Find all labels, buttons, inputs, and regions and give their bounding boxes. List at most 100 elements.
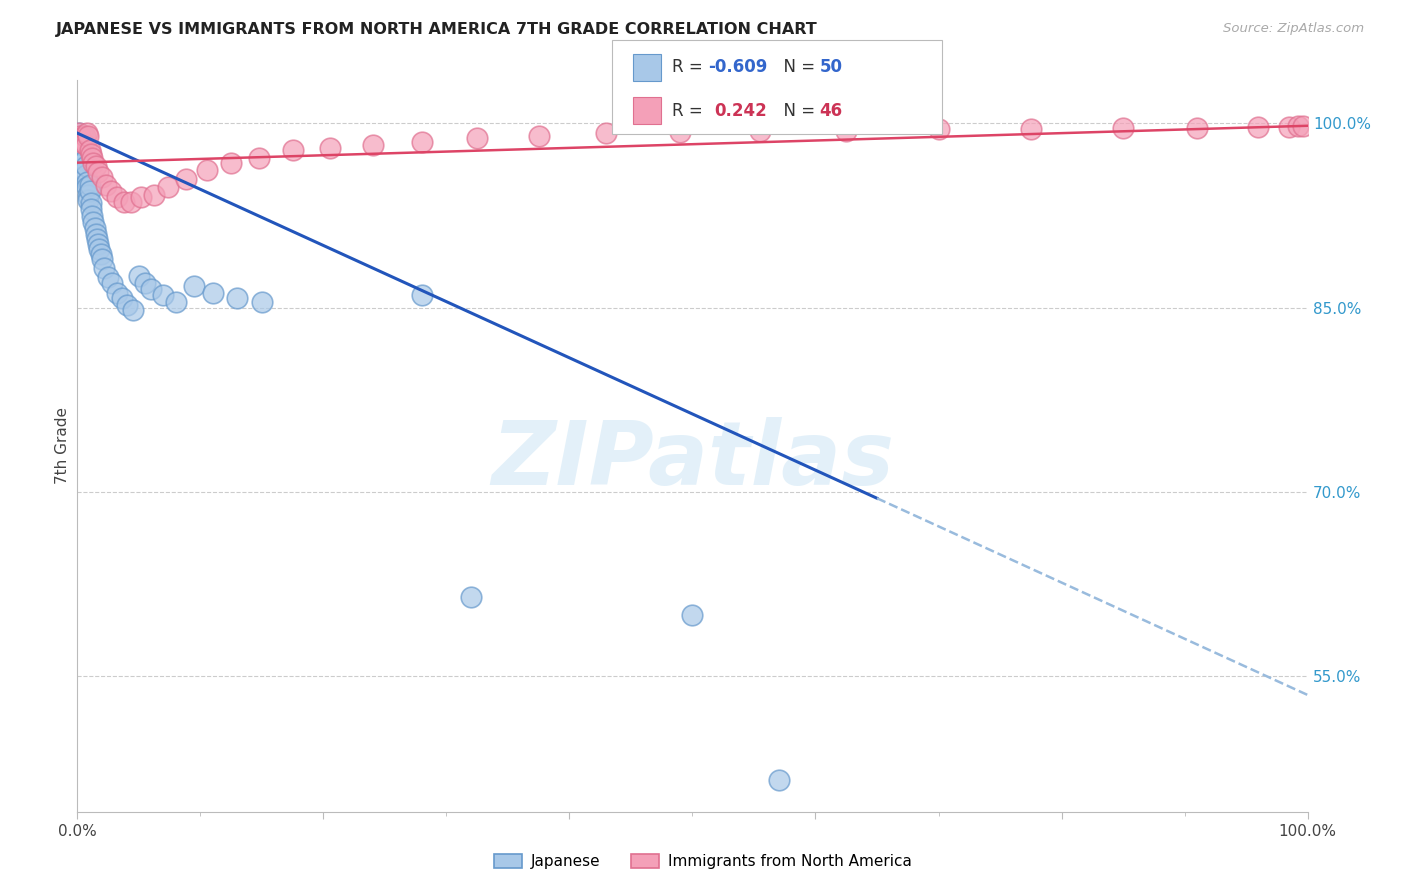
Point — [411, 135, 433, 149]
Point — [89, 242, 111, 256]
Point — [157, 180, 180, 194]
Point — [226, 291, 249, 305]
Point — [682, 607, 704, 622]
Text: ZIPatlas: ZIPatlas — [491, 417, 894, 504]
Text: Source: ZipAtlas.com: Source: ZipAtlas.com — [1223, 22, 1364, 36]
Point — [121, 194, 143, 209]
Point — [76, 180, 98, 194]
Point — [121, 303, 143, 318]
Point — [1278, 120, 1301, 134]
Text: -0.609: -0.609 — [709, 59, 768, 77]
Text: 50: 50 — [820, 59, 842, 77]
Point — [75, 168, 97, 182]
Point — [1247, 120, 1270, 134]
Point — [128, 268, 150, 283]
Point — [669, 125, 692, 139]
Point — [73, 163, 96, 178]
Point — [86, 232, 108, 246]
Text: JAPANESE VS IMMIGRANTS FROM NORTH AMERICA 7TH GRADE CORRELATION CHART: JAPANESE VS IMMIGRANTS FROM NORTH AMERIC… — [56, 22, 818, 37]
Point — [749, 124, 772, 138]
Point — [73, 128, 96, 143]
Text: N =: N = — [773, 59, 821, 77]
Point — [90, 252, 114, 266]
Point — [115, 298, 138, 312]
Point — [928, 122, 950, 136]
Text: 0.242: 0.242 — [714, 102, 768, 120]
Point — [768, 772, 790, 787]
Point — [72, 136, 94, 150]
Point — [72, 128, 94, 143]
Point — [174, 171, 197, 186]
Point — [76, 126, 98, 140]
Point — [249, 151, 271, 165]
Point — [82, 151, 104, 165]
Text: N =: N = — [773, 102, 821, 120]
Point — [82, 214, 104, 228]
Point — [105, 285, 128, 300]
Text: R =: R = — [672, 59, 709, 77]
Point — [87, 165, 110, 179]
Point — [69, 131, 91, 145]
Point — [75, 138, 97, 153]
Point — [460, 590, 482, 604]
Point — [112, 194, 135, 209]
Point — [80, 147, 103, 161]
Point — [67, 126, 90, 140]
Point — [219, 155, 242, 169]
Point — [84, 227, 107, 241]
Point — [77, 128, 100, 143]
Point — [281, 144, 304, 158]
Point — [67, 126, 90, 140]
Point — [195, 163, 218, 178]
Point — [105, 190, 128, 204]
Point — [75, 159, 97, 173]
Point — [1019, 122, 1042, 136]
Point — [165, 294, 187, 309]
Point — [142, 187, 165, 202]
Point — [1292, 119, 1315, 133]
Point — [527, 128, 550, 143]
Point — [80, 202, 103, 217]
Point — [69, 141, 91, 155]
Point — [72, 138, 94, 153]
Point — [97, 270, 120, 285]
Point — [134, 276, 156, 290]
Text: 46: 46 — [820, 102, 842, 120]
Point — [70, 131, 93, 145]
Point — [1112, 121, 1135, 136]
Point — [70, 147, 93, 161]
Point — [183, 278, 205, 293]
Point — [465, 131, 488, 145]
Point — [70, 151, 93, 165]
Point — [79, 144, 101, 158]
Y-axis label: 7th Grade: 7th Grade — [55, 408, 70, 484]
Point — [141, 282, 163, 296]
Point — [77, 193, 100, 207]
Point — [835, 124, 858, 138]
Point — [79, 184, 101, 198]
Point — [84, 159, 107, 173]
Point — [70, 144, 93, 158]
Point — [80, 196, 103, 211]
Point — [90, 246, 112, 260]
Text: R =: R = — [672, 102, 713, 120]
Point — [73, 153, 96, 168]
Point — [361, 138, 384, 153]
Point — [79, 178, 101, 192]
Point — [82, 209, 104, 223]
Point — [111, 291, 132, 305]
Point — [152, 288, 174, 302]
Point — [87, 236, 110, 251]
Point — [595, 126, 617, 140]
Point — [82, 155, 104, 169]
Point — [90, 170, 114, 185]
Point — [201, 285, 224, 300]
Point — [318, 141, 340, 155]
Point — [69, 128, 91, 143]
Point — [131, 190, 153, 204]
Point — [94, 178, 117, 192]
Point — [100, 184, 122, 198]
Point — [1185, 121, 1208, 136]
Point — [77, 187, 100, 202]
Point — [101, 276, 124, 290]
